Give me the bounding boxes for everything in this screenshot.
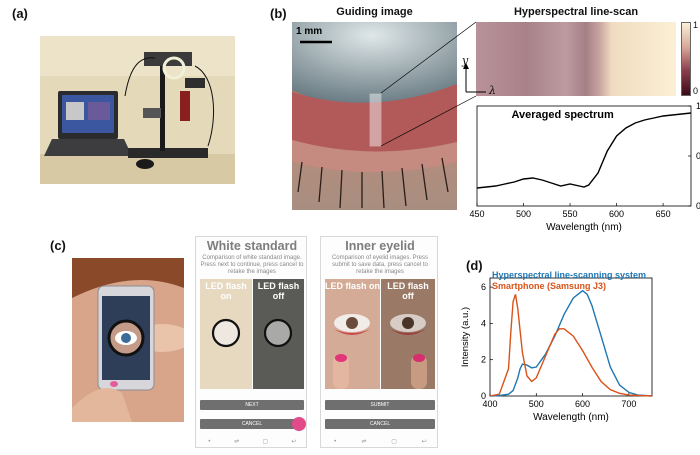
hyperspectral-title: Hyperspectral line-scan: [513, 6, 639, 18]
chart2-series-line-0: [489, 289, 653, 397]
screen1-flash-on-label: LED flash on: [205, 281, 247, 301]
nav-dot-icon[interactable]: •: [333, 437, 337, 445]
colorbar-tick-bottom: 0: [693, 86, 699, 96]
chart2-legend-1: Smartphone (Samsung J3): [492, 281, 606, 291]
chart2-xtick-label-2: 600: [575, 399, 590, 409]
nav-back-icon[interactable]: ↩: [421, 437, 427, 445]
screen1-nav-bar: • ⇌ ▢ ↩: [196, 435, 308, 447]
panel-a-label: (a): [12, 6, 28, 21]
chart1-ytick-label-2: 1: [696, 101, 700, 111]
screen2-nav-bar: • ⇌ ▢ ↩: [321, 435, 439, 447]
screen2-flash-off-image: LED flash off: [381, 279, 435, 389]
screen2-flash-off-label: LED flash off: [387, 281, 429, 301]
screen1-flash-off-label: LED flash off: [257, 281, 300, 301]
screen1-white-standard-off-icon: [263, 318, 293, 348]
chart1-ytick-label-0: 0: [696, 201, 700, 211]
nav-recent-icon[interactable]: ⇌: [234, 437, 240, 445]
nav-back-icon[interactable]: ↩: [291, 437, 297, 445]
screen2-cancel-button[interactable]: CANCEL: [325, 419, 435, 429]
spectra-comparison-chart: 400 500 600 700 0 2 4 6 Wavelength (nm) Intensity…: [460, 270, 653, 423]
chart2-ytick-label-2: 4: [481, 318, 486, 328]
chart1-xlabel: Wavelength (nm): [546, 222, 622, 233]
chart2-ytick-label-3: 6: [481, 282, 486, 292]
guiding-image-title: Guiding image: [336, 6, 413, 18]
chart1-xtick-label-3: 600: [609, 209, 624, 219]
chart2-ylabel: Intensity (a.u.): [460, 307, 471, 367]
panel-d-label: (d): [466, 258, 483, 273]
screen1-next-button[interactable]: NEXT: [200, 400, 304, 410]
screen1-title: White standard: [206, 239, 298, 253]
chart1-xtick-label-4: 650: [656, 209, 671, 219]
screen1-white-standard-on-icon: [211, 318, 241, 348]
screen2-description: Comparison of eyelid images. Press submi…: [331, 255, 429, 275]
nav-home-icon[interactable]: ▢: [262, 437, 269, 445]
screen1-description: Comparison of white standard image. Pres…: [200, 255, 304, 275]
chart1-xtick-label-2: 550: [563, 209, 578, 219]
screen2-eye-on-drawing: [333, 314, 370, 389]
chart2-ytick-label-0: 0: [481, 391, 486, 401]
setup-photo: [40, 36, 235, 184]
panel-c-label: (c): [50, 238, 66, 253]
lambda-axis-symbol: λ: [489, 84, 496, 97]
zoom-lines: [380, 21, 477, 147]
nav-dot-icon[interactable]: •: [207, 437, 212, 445]
screen2-title: Inner eyelid: [345, 239, 415, 253]
app-screen-white-standard: White standard Comparison of white stand…: [195, 236, 307, 448]
setup-photo-drawing: [40, 36, 235, 184]
screen2-flash-on-image: LED flash on: [325, 279, 380, 389]
screen1-cancel-button[interactable]: CANCEL: [200, 419, 304, 429]
guiding-image-drawing: [292, 22, 457, 210]
chart1-xtick-label-0: 450: [469, 209, 484, 219]
screen1-flash-on-image: LED flash on: [200, 279, 252, 389]
chart1-series-line-0: [476, 112, 692, 189]
chart2-ytick-label-1: 2: [481, 355, 486, 365]
y-axis-symbol: y: [462, 54, 469, 67]
app-screen-inner-eyelid: Inner eyelid Comparison of eyelid images…: [320, 236, 438, 448]
guiding-image: [292, 22, 457, 210]
chart2-xtick-label-3: 700: [621, 399, 636, 409]
hyperspectral-linescan: [476, 22, 676, 96]
smartphone-photo-drawing: [72, 258, 184, 422]
smartphone-photo: [72, 258, 184, 422]
colorbar-tick-top: 1: [693, 20, 699, 30]
chart2-series-line-1: [489, 294, 653, 397]
panel-b-label: (b): [270, 6, 287, 21]
chart2-legend-0: Hyperspectral line-scanning system: [492, 270, 646, 280]
nav-recent-icon[interactable]: ⇌: [361, 437, 367, 445]
axes-indicator: [463, 63, 486, 93]
chart2-xtick-label-1: 500: [529, 399, 544, 409]
hyperspectral-linescan-drawing: [476, 22, 676, 96]
averaged-spectrum-chart: 450 500 550 600 650 0 0.5 1 Averaged spectrum Wav…: [469, 101, 700, 233]
scale-bar-label: 1 mm: [296, 26, 323, 37]
screen2-eye-off-drawing: [390, 314, 427, 389]
chart2-xtick-label-0: 400: [482, 399, 497, 409]
chart2-xlabel: Wavelength (nm): [533, 412, 609, 423]
screen1-flash-off-image: LED flash off: [253, 279, 304, 389]
chart2-frame: [489, 277, 653, 397]
nav-home-icon[interactable]: ▢: [391, 437, 397, 445]
screen2-flash-on-label: LED flash on: [325, 281, 380, 291]
screen2-submit-button[interactable]: SUBMIT: [325, 400, 435, 410]
chart1-xtick-label-1: 500: [516, 209, 531, 219]
chart1-title: Averaged spectrum: [511, 109, 614, 121]
chart1-frame: [476, 105, 692, 207]
chart1-ytick-label-1: 0.5: [696, 151, 700, 161]
screen1-fab-button[interactable]: [292, 417, 306, 431]
colorbar: [681, 22, 691, 96]
